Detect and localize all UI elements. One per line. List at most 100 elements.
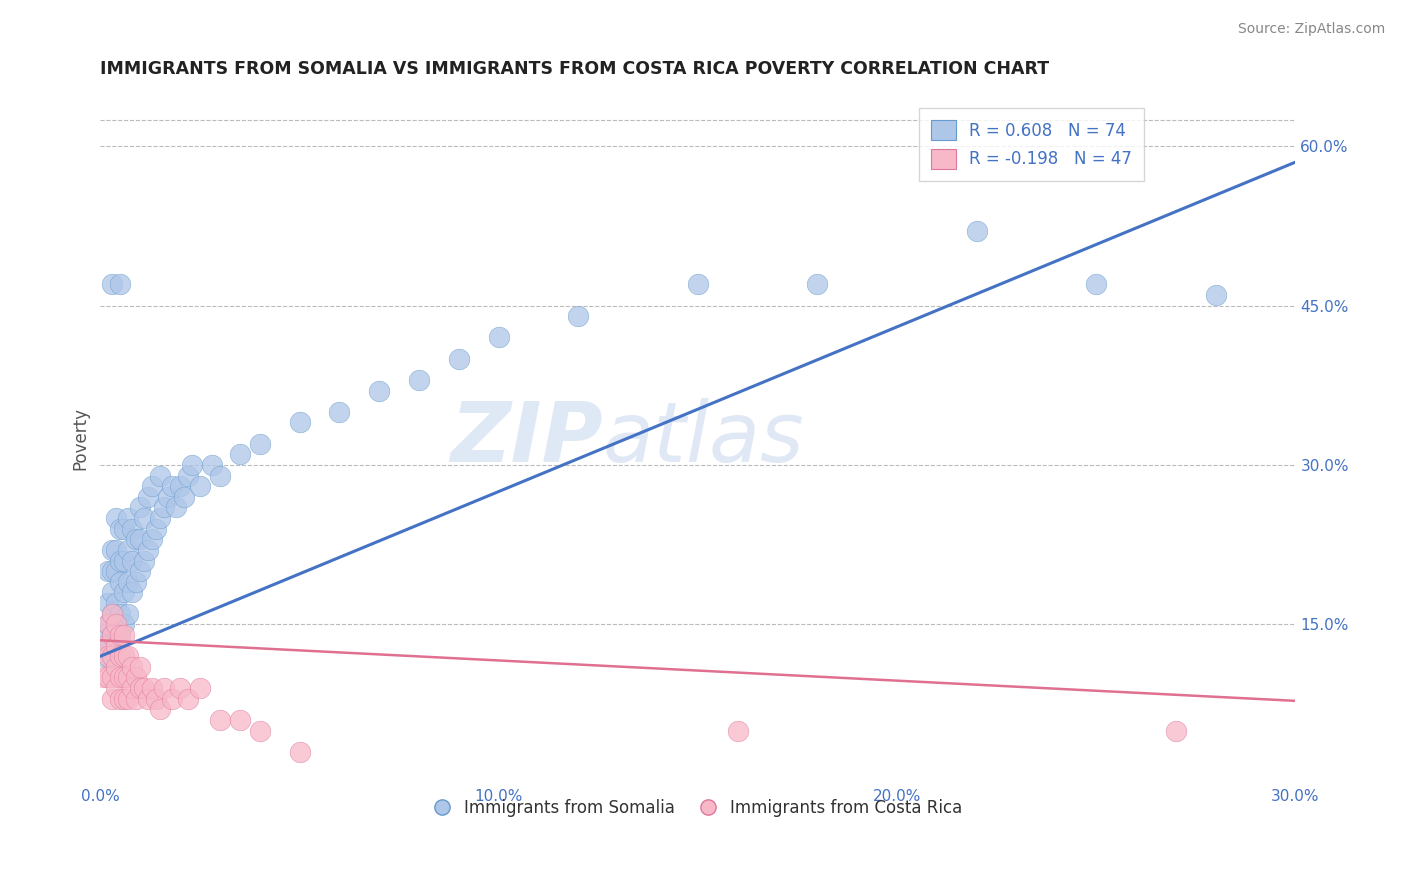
Point — [169, 479, 191, 493]
Point — [121, 522, 143, 536]
Point — [101, 691, 124, 706]
Point — [153, 681, 176, 695]
Point — [101, 607, 124, 621]
Point — [177, 468, 200, 483]
Point — [121, 585, 143, 599]
Point — [145, 691, 167, 706]
Point — [112, 553, 135, 567]
Point — [110, 607, 132, 621]
Point — [567, 309, 589, 323]
Point — [101, 585, 124, 599]
Point — [117, 543, 139, 558]
Point — [201, 458, 224, 472]
Point — [188, 681, 211, 695]
Point — [1085, 277, 1108, 292]
Text: ZIP: ZIP — [450, 398, 602, 479]
Point — [110, 522, 132, 536]
Point — [181, 458, 204, 472]
Point — [806, 277, 828, 292]
Point — [134, 511, 156, 525]
Point — [101, 564, 124, 578]
Point — [101, 277, 124, 292]
Point — [101, 649, 124, 664]
Point — [208, 713, 231, 727]
Point — [368, 384, 391, 398]
Point — [93, 649, 115, 664]
Point — [105, 660, 128, 674]
Point — [188, 479, 211, 493]
Point — [121, 553, 143, 567]
Point — [153, 500, 176, 515]
Point — [288, 416, 311, 430]
Point — [97, 617, 120, 632]
Point — [229, 713, 252, 727]
Point — [169, 681, 191, 695]
Point — [125, 671, 148, 685]
Point — [125, 691, 148, 706]
Point — [97, 617, 120, 632]
Point — [93, 639, 115, 653]
Point — [149, 702, 172, 716]
Point — [129, 500, 152, 515]
Point — [101, 628, 124, 642]
Point — [129, 564, 152, 578]
Point — [112, 628, 135, 642]
Point — [105, 628, 128, 642]
Point — [110, 628, 132, 642]
Point — [249, 723, 271, 738]
Point — [110, 691, 132, 706]
Point — [136, 490, 159, 504]
Point — [136, 691, 159, 706]
Point — [97, 639, 120, 653]
Point — [121, 660, 143, 674]
Point — [1205, 288, 1227, 302]
Point — [105, 596, 128, 610]
Point — [117, 671, 139, 685]
Point — [97, 596, 120, 610]
Point — [97, 649, 120, 664]
Point — [117, 607, 139, 621]
Point — [160, 691, 183, 706]
Point — [125, 533, 148, 547]
Point — [105, 617, 128, 632]
Point — [101, 543, 124, 558]
Point — [105, 564, 128, 578]
Point — [117, 649, 139, 664]
Point — [149, 511, 172, 525]
Point — [105, 511, 128, 525]
Point — [160, 479, 183, 493]
Point — [177, 691, 200, 706]
Text: Source: ZipAtlas.com: Source: ZipAtlas.com — [1237, 22, 1385, 37]
Point — [686, 277, 709, 292]
Point — [112, 585, 135, 599]
Point — [110, 574, 132, 589]
Point — [328, 405, 350, 419]
Y-axis label: Poverty: Poverty — [72, 407, 89, 470]
Point — [110, 628, 132, 642]
Point — [112, 617, 135, 632]
Point — [488, 330, 510, 344]
Point — [249, 436, 271, 450]
Legend: Immigrants from Somalia, Immigrants from Costa Rica: Immigrants from Somalia, Immigrants from… — [427, 792, 969, 823]
Point — [110, 553, 132, 567]
Point — [129, 660, 152, 674]
Point — [101, 607, 124, 621]
Point — [165, 500, 187, 515]
Point — [97, 564, 120, 578]
Point — [97, 671, 120, 685]
Point — [112, 691, 135, 706]
Point — [157, 490, 180, 504]
Point — [1164, 723, 1187, 738]
Point — [229, 447, 252, 461]
Point — [141, 533, 163, 547]
Point — [110, 671, 132, 685]
Point — [105, 639, 128, 653]
Point — [447, 351, 470, 366]
Point — [966, 224, 988, 238]
Point — [125, 574, 148, 589]
Point — [129, 533, 152, 547]
Point — [141, 681, 163, 695]
Point — [288, 745, 311, 759]
Point — [149, 468, 172, 483]
Point — [93, 671, 115, 685]
